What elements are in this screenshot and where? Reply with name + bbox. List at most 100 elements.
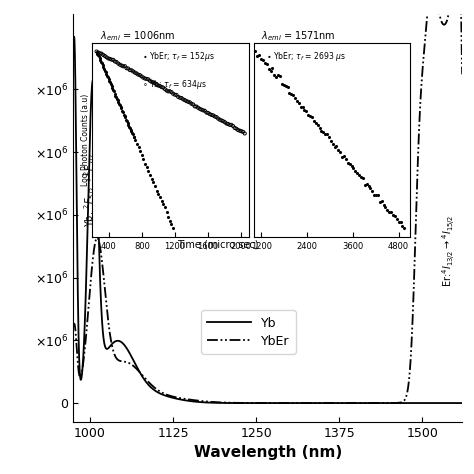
Point bbox=[194, 104, 202, 111]
Point bbox=[129, 130, 137, 138]
Point bbox=[153, 187, 160, 194]
Point bbox=[291, 94, 299, 101]
Point bbox=[269, 64, 276, 72]
Point bbox=[164, 88, 172, 95]
Point bbox=[116, 61, 124, 68]
Point bbox=[110, 88, 118, 95]
Point bbox=[231, 124, 238, 132]
YbEr bbox=[353, 400, 359, 406]
Point bbox=[100, 64, 107, 71]
Point bbox=[168, 220, 175, 228]
Yb bbox=[71, 34, 77, 40]
Point bbox=[104, 73, 112, 81]
Point bbox=[118, 107, 126, 115]
Text: $\lambda_{emi}$ = 1571nm: $\lambda_{emi}$ = 1571nm bbox=[262, 29, 336, 43]
Point bbox=[164, 213, 172, 221]
Point bbox=[117, 103, 125, 111]
Text: $\circ$ Yb; $\tau_f$ = 634$\mu$s: $\circ$ Yb; $\tau_f$ = 634$\mu$s bbox=[143, 78, 207, 91]
Point bbox=[196, 105, 203, 113]
Point bbox=[236, 127, 244, 135]
Point bbox=[97, 56, 104, 64]
Point bbox=[219, 118, 227, 125]
Point bbox=[241, 130, 248, 137]
Point bbox=[125, 123, 133, 131]
Point bbox=[318, 127, 325, 135]
Point bbox=[397, 219, 404, 226]
Point bbox=[323, 130, 331, 137]
Point bbox=[138, 73, 146, 80]
Point bbox=[338, 153, 346, 161]
Point bbox=[234, 126, 242, 134]
YbEr bbox=[219, 400, 225, 405]
Point bbox=[159, 84, 167, 91]
Point bbox=[342, 155, 350, 163]
Point bbox=[108, 56, 115, 64]
Point bbox=[184, 98, 192, 106]
Point bbox=[333, 143, 340, 150]
Point bbox=[399, 223, 406, 230]
Point bbox=[327, 137, 335, 145]
Point bbox=[385, 208, 393, 215]
Point bbox=[286, 89, 293, 96]
Point bbox=[314, 121, 321, 129]
Point bbox=[143, 75, 150, 82]
Yb bbox=[361, 400, 366, 406]
Point bbox=[137, 148, 144, 155]
Point bbox=[254, 52, 261, 60]
Point bbox=[380, 201, 387, 209]
Point bbox=[325, 133, 333, 140]
Point bbox=[118, 105, 125, 112]
Point bbox=[102, 69, 109, 76]
Point bbox=[95, 53, 102, 60]
Point bbox=[159, 200, 167, 208]
Point bbox=[111, 58, 118, 65]
Point bbox=[278, 80, 286, 88]
Point bbox=[141, 75, 149, 82]
Point bbox=[368, 188, 376, 195]
Point bbox=[356, 172, 363, 179]
Point bbox=[156, 193, 164, 201]
Point bbox=[359, 174, 367, 182]
Point bbox=[129, 68, 137, 75]
Point bbox=[168, 88, 175, 96]
Point bbox=[116, 100, 123, 108]
Point bbox=[280, 81, 288, 89]
Point bbox=[130, 133, 137, 141]
Point bbox=[118, 62, 125, 69]
Point bbox=[182, 97, 190, 105]
Point bbox=[288, 90, 295, 98]
Point bbox=[161, 85, 169, 93]
Point bbox=[149, 79, 157, 86]
Point bbox=[128, 128, 135, 135]
Point bbox=[148, 78, 155, 85]
Point bbox=[113, 58, 120, 66]
Point bbox=[124, 119, 131, 127]
Point bbox=[146, 171, 154, 179]
Point bbox=[337, 148, 344, 155]
Point bbox=[223, 120, 230, 128]
Point bbox=[138, 152, 146, 159]
Point bbox=[113, 95, 121, 103]
Point bbox=[114, 96, 121, 104]
Point bbox=[101, 67, 109, 74]
Point bbox=[119, 63, 127, 70]
Point bbox=[123, 117, 130, 125]
YbEr bbox=[459, 72, 465, 77]
Point bbox=[136, 71, 144, 79]
Point bbox=[115, 99, 122, 106]
Point bbox=[239, 128, 247, 136]
Point bbox=[259, 56, 267, 64]
Point bbox=[121, 63, 128, 70]
Yb bbox=[219, 400, 225, 406]
Point bbox=[257, 55, 265, 63]
Point bbox=[344, 159, 352, 167]
Point bbox=[372, 191, 380, 199]
Point bbox=[146, 77, 154, 84]
Point bbox=[391, 212, 399, 219]
Point bbox=[176, 94, 183, 101]
Point bbox=[186, 99, 193, 106]
Point bbox=[133, 70, 140, 77]
Point bbox=[312, 118, 319, 126]
Point bbox=[121, 113, 129, 121]
Y-axis label: Log Photon Counts (a.u): Log Photon Counts (a.u) bbox=[81, 94, 90, 186]
